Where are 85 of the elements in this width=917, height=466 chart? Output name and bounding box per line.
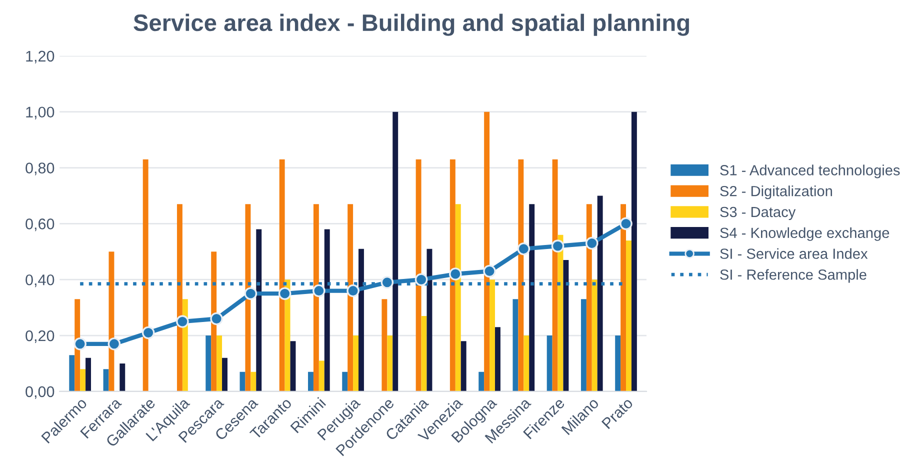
bar — [308, 372, 314, 392]
bar — [353, 336, 359, 392]
legend-label: S2 - Digitalization — [720, 186, 832, 200]
bar — [324, 229, 330, 392]
bar — [290, 341, 296, 392]
legend-label: SI - Service area Index — [720, 248, 868, 259]
bar — [421, 316, 427, 392]
bar — [222, 358, 228, 392]
bar — [592, 280, 598, 392]
bar — [358, 248, 364, 392]
bar — [250, 372, 256, 392]
point — [483, 264, 496, 278]
bar — [518, 159, 524, 392]
legend-label: S4 - Knowledge exchange — [720, 227, 890, 241]
bar — [580, 299, 586, 392]
bar — [626, 240, 632, 392]
bar — [284, 280, 290, 392]
y-tick-label: 0,00 — [26, 386, 54, 399]
bar — [494, 327, 500, 392]
bar — [313, 204, 319, 392]
bar — [586, 204, 592, 392]
bar — [211, 252, 217, 392]
bar — [348, 204, 354, 392]
bar — [176, 204, 182, 392]
y-tick-label: 1,00 — [26, 106, 54, 120]
bar — [620, 204, 626, 392]
y-tick-label: 1,20 — [26, 50, 54, 64]
point — [244, 287, 258, 300]
y-tick-label: 0,80 — [26, 162, 54, 176]
chart-title: Service area index - Building and spatial planning — [134, 14, 689, 36]
bar — [318, 360, 324, 392]
bar — [563, 260, 569, 392]
point — [551, 240, 564, 252]
point — [449, 268, 462, 280]
point — [176, 315, 189, 328]
point — [108, 338, 121, 350]
bar — [597, 196, 603, 392]
bar — [245, 204, 251, 392]
bar — [86, 358, 91, 392]
bar — [455, 204, 461, 392]
legend-label: SI - Reference Sample — [720, 269, 866, 283]
bar — [80, 369, 86, 392]
legend-label: S1 - Advanced technologies — [720, 164, 900, 178]
bar — [256, 229, 262, 392]
bar — [490, 280, 495, 392]
bar — [206, 336, 212, 392]
bar — [631, 112, 637, 392]
bar — [524, 336, 530, 392]
y-tick-label: 0,40 — [26, 274, 54, 288]
point — [312, 284, 326, 298]
point — [346, 284, 360, 298]
bar — [416, 159, 422, 392]
bar — [512, 299, 518, 392]
bar — [279, 159, 285, 392]
bar — [216, 336, 222, 392]
point — [586, 236, 598, 250]
point — [620, 217, 632, 230]
point — [210, 312, 223, 326]
bar — [120, 363, 126, 392]
bar — [387, 336, 393, 392]
point — [142, 326, 155, 340]
bar — [460, 341, 466, 392]
point — [517, 242, 530, 256]
legend-label: S3 - Datacy — [720, 206, 796, 220]
bar — [142, 159, 148, 392]
point — [74, 338, 86, 350]
bar — [382, 299, 388, 392]
point — [380, 276, 394, 289]
bar — [392, 112, 398, 392]
bar — [546, 336, 552, 392]
point — [414, 273, 428, 286]
bar — [108, 252, 114, 392]
bar — [615, 336, 621, 392]
bar — [69, 355, 75, 392]
bar — [342, 372, 348, 392]
bar — [426, 248, 432, 392]
y-tick-label: 0,60 — [26, 218, 54, 232]
bar — [478, 372, 484, 392]
y-tick-label: 0,20 — [26, 330, 54, 344]
point — [278, 287, 292, 300]
bar — [450, 159, 456, 392]
bar — [529, 204, 535, 392]
bar — [552, 159, 558, 392]
bar — [103, 369, 109, 392]
bar — [484, 112, 490, 392]
